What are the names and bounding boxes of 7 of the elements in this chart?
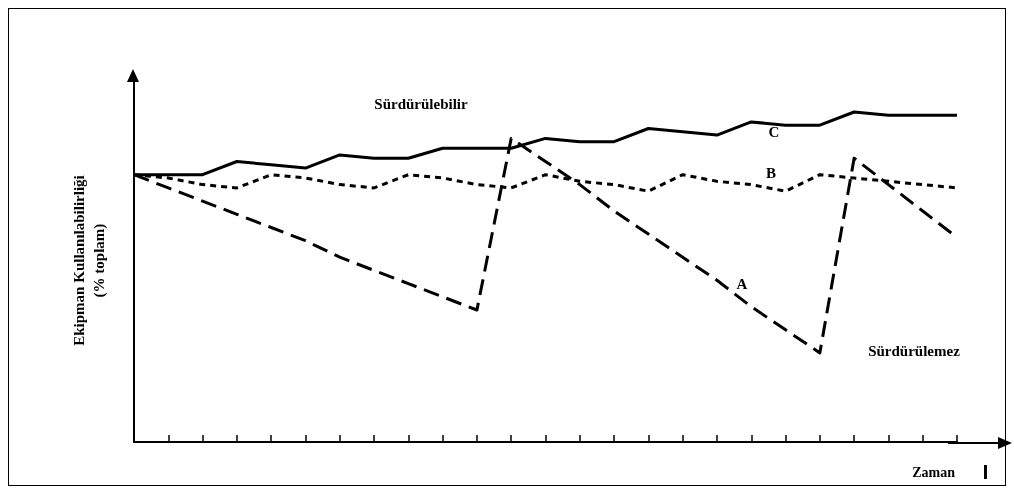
annotation: A bbox=[736, 276, 748, 292]
x-axis-title: Zaman bbox=[912, 464, 956, 480]
y-axis-title: Ekipman Kullanılabilirliği (% toplam) bbox=[71, 175, 108, 346]
annotation: Sürdürülemez bbox=[868, 343, 961, 359]
annotation: Sürdürülebilir bbox=[374, 96, 469, 112]
annotation: B bbox=[765, 165, 777, 181]
annotation: C bbox=[768, 124, 780, 140]
